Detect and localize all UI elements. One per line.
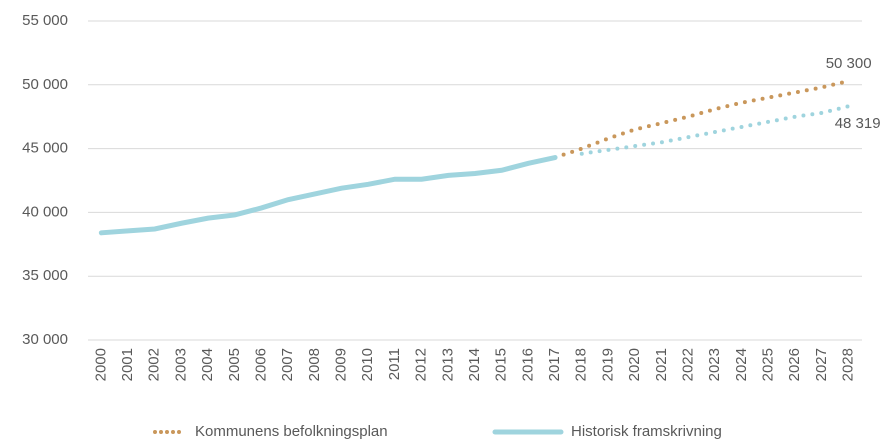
- x-tick-label: 2018: [573, 348, 590, 381]
- x-tick-label: 2004: [199, 348, 216, 381]
- line-series: [553, 78, 851, 160]
- x-tick-label: 2024: [733, 348, 750, 381]
- data-label: 48 319: [835, 115, 881, 132]
- x-tick-label: 2027: [813, 348, 830, 381]
- x-tick-label: 2000: [92, 348, 109, 381]
- x-tick-label: 2020: [626, 348, 643, 381]
- x-tick-label: 2011: [386, 348, 403, 380]
- x-tick-label: 2014: [466, 348, 483, 381]
- x-tick-label: 2008: [306, 348, 323, 381]
- y-tick-label: 35 000: [22, 267, 68, 284]
- x-tick-label: 2017: [546, 348, 563, 381]
- line-series: [579, 104, 851, 156]
- x-tick-label: 2005: [226, 348, 243, 381]
- x-tick-label: 2021: [653, 348, 670, 381]
- x-tick-label: 2001: [119, 348, 136, 381]
- legend-label: Historisk framskrivning: [571, 423, 722, 439]
- x-tick-label: 2023: [706, 348, 723, 381]
- y-tick-label: 40 000: [22, 203, 68, 220]
- x-tick-label: 2022: [679, 348, 696, 381]
- x-tick-label: 2025: [760, 348, 777, 381]
- data-label: 50 300: [826, 55, 872, 72]
- x-tick-label: 2009: [333, 348, 350, 381]
- x-tick-label: 2013: [439, 348, 456, 381]
- x-tick-label: 2007: [279, 348, 296, 381]
- y-tick-label: 45 000: [22, 140, 68, 157]
- x-tick-label: 2028: [840, 348, 857, 381]
- line-series: [98, 155, 558, 236]
- x-tick-label: 2006: [252, 348, 269, 381]
- y-tick-label: 30 000: [22, 331, 68, 348]
- x-tick-label: 2010: [359, 348, 376, 381]
- x-tick-label: 2003: [172, 348, 189, 381]
- x-tick-label: 2002: [146, 348, 163, 381]
- x-tick-label: 2015: [493, 348, 510, 381]
- y-tick-label: 55 000: [22, 12, 68, 29]
- y-tick-label: 50 000: [22, 76, 68, 93]
- x-tick-label: 2016: [519, 348, 536, 381]
- x-tick-label: 2026: [786, 348, 803, 381]
- x-tick-label: 2012: [413, 348, 430, 381]
- legend-label: Kommunens befolkningsplan: [195, 423, 388, 439]
- x-tick-label: 2019: [599, 348, 616, 381]
